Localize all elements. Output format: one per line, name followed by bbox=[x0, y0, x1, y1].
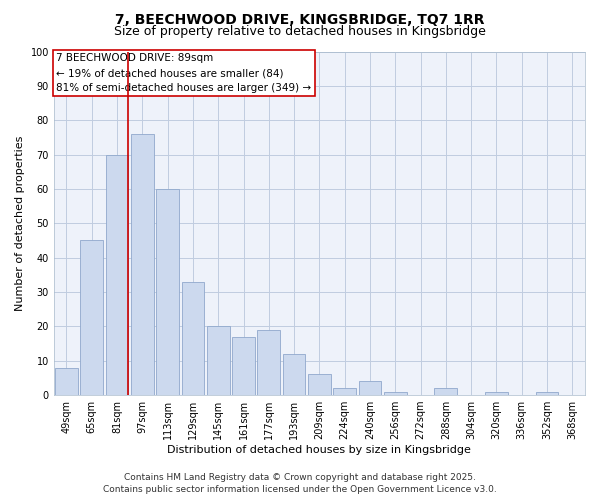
Text: 7, BEECHWOOD DRIVE, KINGSBRIDGE, TQ7 1RR: 7, BEECHWOOD DRIVE, KINGSBRIDGE, TQ7 1RR bbox=[115, 12, 485, 26]
Bar bbox=[207, 326, 230, 395]
Y-axis label: Number of detached properties: Number of detached properties bbox=[15, 136, 25, 311]
Bar bbox=[485, 392, 508, 395]
X-axis label: Distribution of detached houses by size in Kingsbridge: Distribution of detached houses by size … bbox=[167, 445, 472, 455]
Bar bbox=[434, 388, 457, 395]
Bar bbox=[283, 354, 305, 395]
Bar bbox=[182, 282, 205, 395]
Bar bbox=[384, 392, 407, 395]
Text: Size of property relative to detached houses in Kingsbridge: Size of property relative to detached ho… bbox=[114, 25, 486, 38]
Bar bbox=[536, 392, 559, 395]
Bar bbox=[308, 374, 331, 395]
Bar bbox=[156, 189, 179, 395]
Bar bbox=[257, 330, 280, 395]
Bar bbox=[80, 240, 103, 395]
Bar bbox=[106, 154, 128, 395]
Text: 7 BEECHWOOD DRIVE: 89sqm
← 19% of detached houses are smaller (84)
81% of semi-d: 7 BEECHWOOD DRIVE: 89sqm ← 19% of detach… bbox=[56, 53, 311, 93]
Bar bbox=[55, 368, 78, 395]
Bar bbox=[232, 336, 255, 395]
Bar bbox=[334, 388, 356, 395]
Text: Contains HM Land Registry data © Crown copyright and database right 2025.
Contai: Contains HM Land Registry data © Crown c… bbox=[103, 472, 497, 494]
Bar bbox=[359, 382, 382, 395]
Bar bbox=[131, 134, 154, 395]
